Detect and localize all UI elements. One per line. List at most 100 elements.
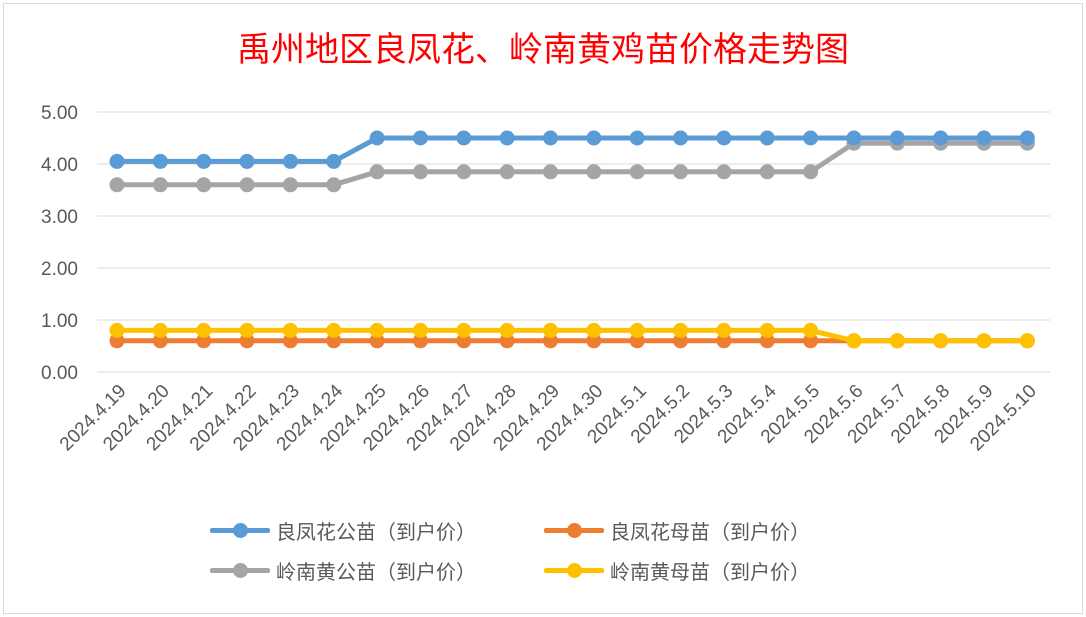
gridlines: [97, 111, 1050, 373]
data-point[interactable]: [976, 130, 992, 146]
data-point[interactable]: [109, 322, 125, 338]
data-point[interactable]: [586, 164, 602, 180]
data-point[interactable]: [282, 177, 298, 193]
data-point[interactable]: [673, 130, 689, 146]
data-point[interactable]: [933, 333, 949, 349]
data-point[interactable]: [759, 164, 775, 180]
y-tick-label: 5.00: [41, 103, 78, 124]
data-point[interactable]: [629, 130, 645, 146]
data-point[interactable]: [326, 322, 342, 338]
data-point[interactable]: [803, 322, 819, 338]
data-point[interactable]: [629, 322, 645, 338]
data-point[interactable]: [716, 333, 732, 349]
data-point[interactable]: [109, 153, 125, 169]
data-point[interactable]: [456, 164, 472, 180]
series-line: [114, 140, 1030, 188]
data-point[interactable]: [109, 333, 125, 349]
legend-label: 岭南黄母苗（到户价）: [610, 559, 810, 584]
legend-label: 岭南黄公苗（到户价）: [276, 559, 476, 584]
data-point[interactable]: [933, 130, 949, 146]
data-point[interactable]: [282, 333, 298, 349]
data-point[interactable]: [152, 153, 168, 169]
data-point[interactable]: [803, 130, 819, 146]
data-point[interactable]: [543, 333, 558, 349]
data-point[interactable]: [239, 333, 255, 349]
legend-item-lnh-female[interactable]: 岭南黄母苗（到户价）: [544, 556, 810, 584]
data-point[interactable]: [326, 177, 342, 193]
data-point[interactable]: [716, 164, 732, 180]
data-point[interactable]: [846, 130, 862, 146]
data-point[interactable]: [196, 333, 212, 349]
data-point[interactable]: [1019, 130, 1035, 146]
data-point[interactable]: [716, 130, 732, 146]
legend-item-lfh-male[interactable]: 良凤花公苗（到户价）: [210, 516, 476, 544]
data-point[interactable]: [499, 164, 515, 180]
data-point[interactable]: [326, 333, 342, 349]
data-point[interactable]: [673, 322, 689, 338]
data-point[interactable]: [673, 333, 689, 349]
legend-item-lnh-male[interactable]: 岭南黄公苗（到户价）: [210, 556, 476, 584]
data-point[interactable]: [196, 322, 212, 338]
data-point[interactable]: [239, 153, 255, 169]
data-point[interactable]: [716, 322, 732, 338]
data-point[interactable]: [759, 333, 775, 349]
data-point[interactable]: [456, 333, 472, 349]
data-point[interactable]: [239, 322, 255, 338]
data-point[interactable]: [412, 322, 428, 338]
data-point[interactable]: [369, 164, 385, 180]
data-point[interactable]: [282, 322, 298, 338]
y-axis-ticks: 0.00 1.00 2.00 3.00 4.00 5.00: [41, 103, 78, 384]
data-point[interactable]: [586, 333, 602, 349]
data-point[interactable]: [499, 130, 515, 146]
data-point[interactable]: [499, 333, 515, 349]
data-point[interactable]: [196, 153, 212, 169]
y-tick-label: 3.00: [41, 207, 78, 228]
data-point[interactable]: [803, 164, 819, 180]
data-point[interactable]: [543, 164, 558, 180]
y-tick-label: 1.00: [41, 311, 78, 332]
data-point[interactable]: [152, 177, 168, 193]
data-point[interactable]: [326, 153, 342, 169]
data-point[interactable]: [152, 333, 168, 349]
data-point[interactable]: [889, 130, 905, 146]
data-point[interactable]: [543, 130, 558, 146]
data-point[interactable]: [629, 333, 645, 349]
y-tick-label: 2.00: [41, 259, 78, 280]
series-0: [109, 130, 1035, 169]
data-point[interactable]: [152, 322, 168, 338]
data-point[interactable]: [586, 130, 602, 146]
data-point[interactable]: [889, 333, 905, 349]
data-point[interactable]: [369, 130, 385, 146]
data-point[interactable]: [239, 177, 255, 193]
data-point[interactable]: [759, 322, 775, 338]
data-point[interactable]: [456, 322, 472, 338]
data-point[interactable]: [369, 333, 385, 349]
data-point[interactable]: [543, 322, 558, 338]
data-point[interactable]: [976, 333, 992, 349]
legend-item-lfh-female[interactable]: 良凤花母苗（到户价）: [544, 516, 810, 544]
legend-swatch-yellow: [544, 556, 604, 584]
data-point[interactable]: [759, 130, 775, 146]
data-point[interactable]: [846, 333, 862, 349]
data-point[interactable]: [412, 164, 428, 180]
data-point[interactable]: [412, 333, 428, 349]
data-point[interactable]: [629, 164, 645, 180]
data-point[interactable]: [673, 164, 689, 180]
data-point[interactable]: [412, 130, 428, 146]
data-point[interactable]: [196, 177, 212, 193]
data-point[interactable]: [803, 333, 819, 349]
data-point[interactable]: [369, 322, 385, 338]
data-point[interactable]: [282, 153, 298, 169]
data-point[interactable]: [499, 322, 515, 338]
y-tick-label: 0.00: [41, 363, 78, 384]
data-point[interactable]: [586, 322, 602, 338]
series-layer: [109, 130, 1035, 349]
data-point[interactable]: [1019, 333, 1035, 349]
legend-label: 良凤花母苗（到户价）: [610, 519, 810, 544]
data-point[interactable]: [109, 177, 125, 193]
legend-swatch-blue: [210, 516, 270, 544]
data-point[interactable]: [456, 130, 472, 146]
chart-title: 禹州地区良凤花、岭南黄鸡苗价格走势图: [237, 30, 849, 70]
legend-label: 良凤花公苗（到户价）: [276, 519, 476, 544]
